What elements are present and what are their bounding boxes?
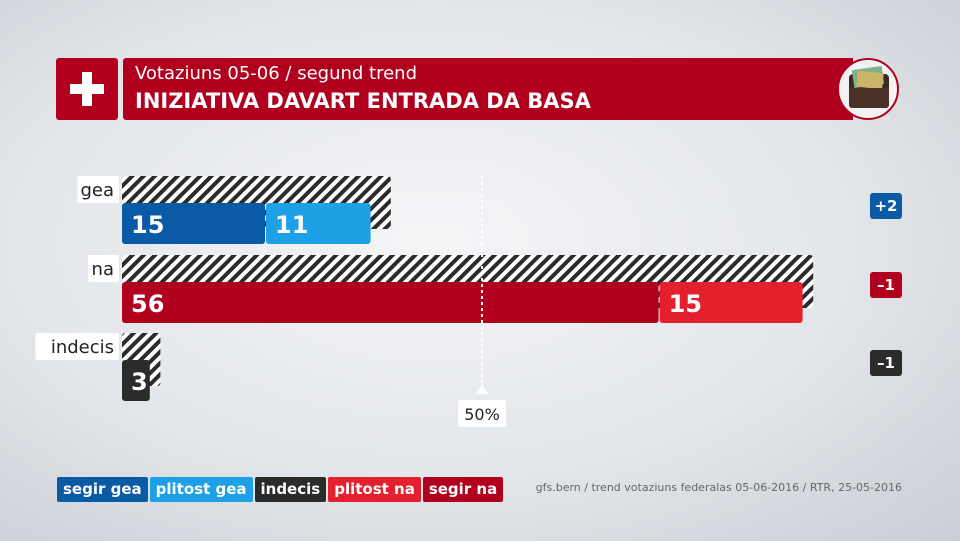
reference-label-bg [458, 400, 506, 427]
change-badge-gea [870, 193, 902, 219]
bar-plitost-gea-gea [266, 203, 371, 244]
change-badge-na [870, 272, 902, 298]
change-badge-indecis [870, 350, 902, 376]
bar-segir-na-na [122, 282, 659, 323]
legend-item-segir-gea: segir gea [57, 477, 148, 502]
bar-plitost-na-na [659, 282, 803, 323]
legend-item-segir-na: segir na [422, 477, 504, 502]
reference-arrow-icon [476, 384, 488, 394]
legend: segir gea plitost gea indecis plitost na seg… [57, 477, 504, 502]
change-label-gea: +2 [874, 197, 897, 215]
data-label-segir-gea-gea: 15 [131, 211, 164, 239]
change-label-na: –1 [877, 276, 895, 294]
category-label-na: na [92, 259, 114, 280]
change-label-indecis: –1 [877, 354, 895, 372]
category-label-gea: gea [80, 180, 114, 201]
bar-segir-gea-gea [122, 203, 265, 244]
reference-label: 50% [464, 405, 500, 424]
bar-indecis-indecis [122, 360, 150, 401]
data-label-plitost-na-na: 15 [669, 290, 702, 318]
category-label-bg [35, 333, 119, 360]
data-label-segir-na-na: 56 [131, 290, 164, 318]
header-title: INIZIATIVA DAVART ENTRADA DA BASA [135, 89, 591, 113]
legend-item-plitost-na: plitost na [328, 477, 421, 502]
header-subtitle: Votaziuns 05-06 / segund trend [135, 63, 418, 84]
wallet-money-icon [837, 58, 899, 120]
data-label-indecis-indecis: 3 [131, 368, 148, 396]
data-label-plitost-gea-gea: 11 [275, 211, 308, 239]
legend-item-plitost-gea: plitost gea [149, 477, 253, 502]
category-label-indecis: indecis [51, 337, 114, 358]
legend-item-indecis: indecis [254, 477, 327, 502]
header-band [123, 58, 853, 120]
category-label-bg [88, 255, 119, 282]
source-note: gfs.bern / trend votaziuns federalas 05-… [535, 481, 902, 494]
category-label-bg [77, 176, 119, 203]
swiss-flag-icon [56, 58, 118, 120]
